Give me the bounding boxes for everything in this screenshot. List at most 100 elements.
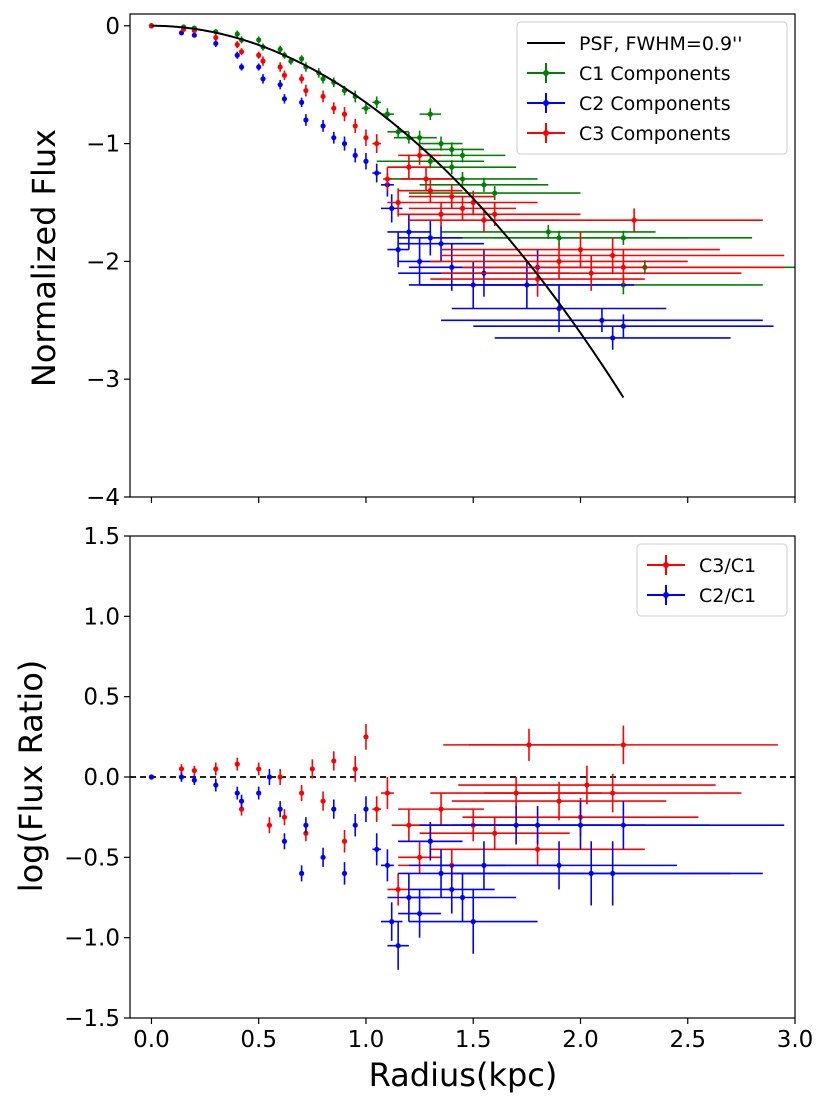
- data-point: [398, 821, 463, 861]
- y-tick-label: −1.0: [64, 926, 120, 952]
- marker: [277, 774, 283, 780]
- legend-marker: [663, 562, 669, 568]
- data-point: [281, 70, 288, 80]
- data-point: [299, 55, 305, 63]
- data-point: [341, 136, 348, 151]
- top-legend: PSF, FWHM=0.9'' C1 Components C2 Component…: [516, 21, 788, 155]
- data-point: [408, 865, 495, 914]
- marker: [260, 58, 266, 64]
- data-point: [402, 130, 437, 145]
- legend-marker: [543, 130, 549, 136]
- marker: [260, 76, 266, 82]
- x-tick-label: 3.0: [777, 1027, 814, 1053]
- data-point: [387, 873, 409, 906]
- data-point: [178, 772, 185, 782]
- data-point: [191, 765, 197, 776]
- marker: [303, 87, 309, 94]
- x-tick-label: 1.0: [348, 1027, 385, 1053]
- data-point: [352, 118, 358, 133]
- marker: [416, 152, 423, 158]
- marker: [303, 822, 309, 828]
- x-tick-label: 2.5: [669, 1027, 706, 1053]
- marker: [299, 870, 305, 877]
- data-point: [398, 841, 442, 874]
- data-point: [352, 148, 358, 163]
- data-point: [387, 188, 409, 217]
- data-point: [462, 841, 763, 906]
- marker: [449, 886, 455, 893]
- data-point: [380, 194, 403, 223]
- marker: [459, 205, 466, 211]
- marker: [438, 241, 444, 247]
- marker: [610, 870, 616, 877]
- legend-entry: C3/C1: [647, 555, 756, 577]
- marker: [427, 111, 433, 117]
- marker: [556, 862, 562, 868]
- y-tick-label: 0.0: [83, 765, 120, 791]
- bottom-xlabel: Radius(kpc): [369, 1056, 558, 1094]
- marker: [238, 49, 245, 55]
- bottom-legend-box: [636, 543, 788, 617]
- data-point: [277, 45, 283, 53]
- bottom-axes: 0.0 0.5 1.0 1.5 2.0 2.5 3.0 −1.5 −1.0 −0.5 0.0 0.5 1…: [64, 524, 813, 1053]
- data-point: [331, 799, 337, 819]
- y-tick-label: −1: [86, 132, 120, 158]
- legend-entry: C1 Components: [527, 63, 731, 85]
- marker: [213, 766, 219, 772]
- marker: [331, 806, 337, 812]
- legend-label: C2 Components: [579, 93, 731, 115]
- data-point: [398, 220, 463, 256]
- data-point: [309, 759, 315, 779]
- marker: [610, 252, 616, 259]
- marker: [577, 247, 584, 253]
- data-point: [238, 48, 245, 56]
- data-point: [483, 773, 742, 813]
- marker: [438, 806, 444, 812]
- data-point: [238, 63, 245, 71]
- data-point: [380, 902, 403, 941]
- data-point: [372, 796, 381, 822]
- data-point: [320, 847, 326, 867]
- data-point: [281, 94, 288, 104]
- legend-label: C2/C1: [699, 585, 756, 607]
- data-point: [256, 63, 262, 71]
- legend-label: PSF, FWHM=0.9'': [579, 33, 743, 55]
- data-point: [256, 762, 262, 776]
- marker: [610, 790, 616, 796]
- marker: [481, 182, 487, 188]
- bottom-series-1: [148, 723, 778, 906]
- data-point: [451, 781, 667, 821]
- marker: [384, 862, 391, 868]
- marker: [234, 761, 240, 767]
- marker: [449, 146, 455, 153]
- marker: [281, 838, 288, 844]
- marker: [299, 99, 305, 105]
- marker: [256, 52, 262, 58]
- legend-entry: C2 Components: [527, 93, 731, 115]
- bottom-data-area: [130, 723, 795, 970]
- data-point: [363, 723, 369, 750]
- data-point: [458, 765, 716, 805]
- marker: [449, 193, 455, 200]
- top-ylabel: Normalized Flux: [25, 129, 63, 387]
- marker: [256, 766, 262, 772]
- legend-marker: [543, 70, 549, 76]
- marker: [320, 76, 326, 82]
- marker: [620, 264, 626, 270]
- data-point: [256, 36, 262, 44]
- data-point: [277, 801, 283, 818]
- data-point: [372, 96, 381, 109]
- marker: [320, 123, 326, 129]
- marker: [427, 158, 433, 164]
- x-tick-label: 2.0: [562, 1027, 599, 1053]
- data-point: [234, 30, 240, 38]
- marker: [363, 105, 369, 111]
- data-point: [256, 51, 262, 59]
- data-point: [441, 308, 763, 333]
- marker: [256, 37, 262, 43]
- data-point: [303, 114, 309, 126]
- marker: [363, 806, 369, 812]
- marker: [459, 176, 466, 182]
- marker: [438, 870, 444, 877]
- marker: [191, 767, 197, 774]
